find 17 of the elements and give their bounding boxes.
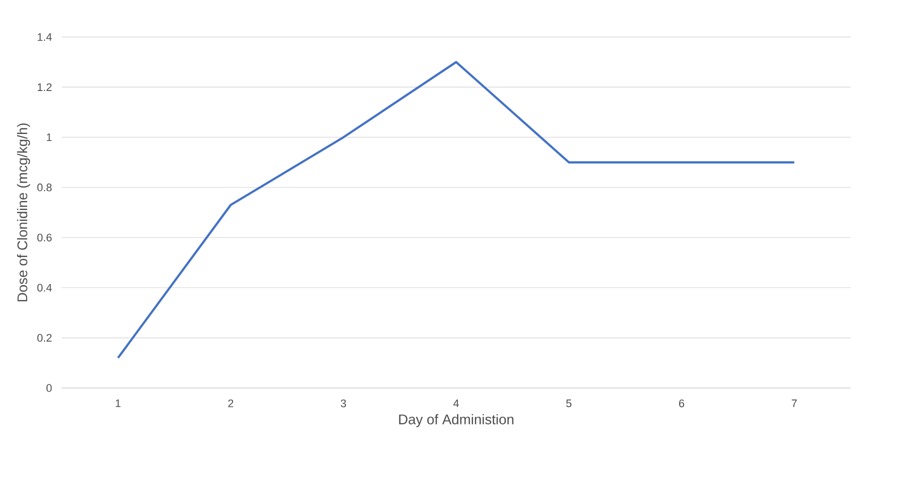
y-tick-label: 1 (46, 134, 52, 142)
x-tick-label: 5 (566, 400, 572, 408)
x-tick-label: 2 (228, 400, 234, 408)
y-tick-label: 0 (46, 384, 52, 392)
x-tick-label: 4 (453, 400, 459, 408)
y-tick-label: 0.6 (37, 234, 52, 242)
x-axis-title: Day of Administion (399, 414, 514, 428)
y-tick-label: 1.4 (38, 33, 52, 41)
y-tick-label: 1.2 (38, 83, 52, 91)
x-tick-label: 7 (792, 400, 797, 408)
x-tick-label: 3 (340, 400, 346, 408)
x-tick-label: 1 (116, 400, 121, 408)
y-tick-label: 0.4 (37, 284, 52, 292)
y-tick-label: 0.8 (37, 184, 52, 192)
y-tick-label: 0.2 (37, 334, 52, 342)
x-tick-label: 6 (679, 400, 684, 408)
y-axis-title: Dose of Clonidine (mcg/kg/h) (17, 123, 30, 302)
